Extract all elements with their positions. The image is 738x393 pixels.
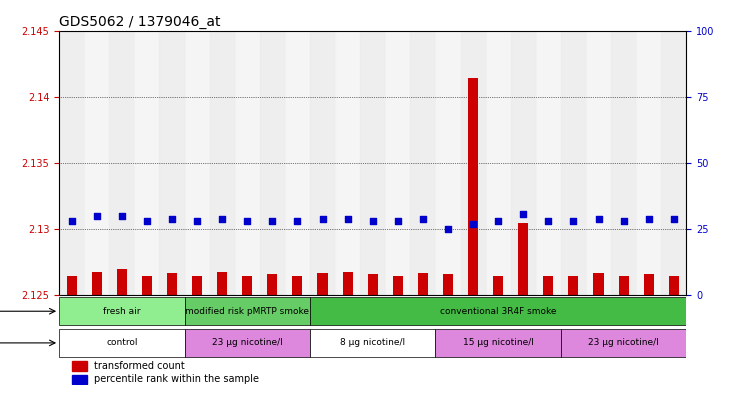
Bar [435, 31, 461, 296]
Bar [518, 223, 528, 296]
Bar [618, 275, 629, 296]
Point [292, 219, 303, 225]
Text: conventional 3R4F smoke: conventional 3R4F smoke [440, 307, 556, 316]
Point [593, 216, 604, 222]
Bar [661, 31, 686, 296]
Point [116, 213, 128, 219]
Bar [593, 273, 604, 296]
Bar [360, 31, 385, 296]
Bar [242, 275, 252, 296]
Bar [636, 31, 661, 296]
Bar [486, 31, 511, 296]
Point [191, 219, 203, 225]
Bar [342, 272, 353, 296]
Point [66, 219, 77, 225]
Text: GDS5062 / 1379046_at: GDS5062 / 1379046_at [59, 15, 221, 29]
Bar [468, 78, 478, 296]
Bar [586, 31, 611, 296]
Text: control: control [106, 338, 137, 347]
Bar [317, 273, 328, 296]
Bar [511, 31, 536, 296]
FancyBboxPatch shape [184, 329, 310, 357]
Text: 8 μg nicotine/l: 8 μg nicotine/l [340, 338, 405, 347]
Point [442, 226, 454, 233]
Point [643, 216, 655, 222]
Point [266, 219, 278, 225]
Bar [167, 273, 177, 296]
Bar [292, 275, 303, 296]
Bar [59, 31, 84, 296]
Bar [385, 31, 410, 296]
Point [166, 216, 178, 222]
Point [618, 219, 630, 225]
Bar [543, 275, 554, 296]
Point [517, 210, 529, 217]
Bar [493, 275, 503, 296]
Bar [443, 274, 453, 296]
Bar [335, 31, 360, 296]
Bar [66, 275, 77, 296]
Bar [669, 275, 679, 296]
Bar [192, 275, 202, 296]
FancyBboxPatch shape [59, 297, 184, 325]
Bar [159, 31, 184, 296]
Bar [536, 31, 561, 296]
Bar [92, 272, 102, 296]
FancyBboxPatch shape [435, 329, 561, 357]
Bar [368, 274, 378, 296]
Text: transformed count: transformed count [94, 361, 184, 371]
Text: modified risk pMRTP smoke: modified risk pMRTP smoke [185, 307, 309, 316]
FancyBboxPatch shape [184, 297, 310, 325]
Point [542, 219, 554, 225]
Text: percentile rank within the sample: percentile rank within the sample [94, 375, 258, 384]
FancyBboxPatch shape [59, 329, 184, 357]
Point [342, 216, 354, 222]
Bar [235, 31, 260, 296]
Bar [461, 31, 486, 296]
Point [91, 213, 103, 219]
Point [668, 216, 680, 222]
Point [367, 219, 379, 225]
Text: 23 μg nicotine/l: 23 μg nicotine/l [588, 338, 659, 347]
Bar [568, 275, 579, 296]
Bar [267, 274, 277, 296]
Text: 15 μg nicotine/l: 15 μg nicotine/l [463, 338, 534, 347]
Point [467, 221, 479, 227]
Text: fresh air: fresh air [103, 307, 140, 316]
Point [241, 219, 253, 225]
Text: 23 μg nicotine/l: 23 μg nicotine/l [212, 338, 283, 347]
Point [492, 219, 504, 225]
Bar [184, 31, 210, 296]
FancyBboxPatch shape [310, 329, 435, 357]
Bar [410, 31, 435, 296]
Point [392, 219, 404, 225]
Bar [72, 362, 87, 371]
Bar [72, 375, 87, 384]
Bar [117, 269, 127, 296]
Bar [217, 272, 227, 296]
Bar [285, 31, 310, 296]
Point [141, 219, 153, 225]
Bar [109, 31, 134, 296]
Bar [134, 31, 159, 296]
Bar [561, 31, 586, 296]
Bar [611, 31, 636, 296]
Bar [393, 275, 403, 296]
Bar [418, 273, 428, 296]
Bar [142, 275, 152, 296]
Point [317, 216, 328, 222]
Bar [84, 31, 109, 296]
Bar [260, 31, 285, 296]
FancyBboxPatch shape [561, 329, 686, 357]
Bar [644, 274, 654, 296]
Point [417, 216, 429, 222]
FancyBboxPatch shape [310, 297, 686, 325]
Bar [210, 31, 235, 296]
Point [216, 216, 228, 222]
Point [568, 219, 579, 225]
Bar [310, 31, 335, 296]
